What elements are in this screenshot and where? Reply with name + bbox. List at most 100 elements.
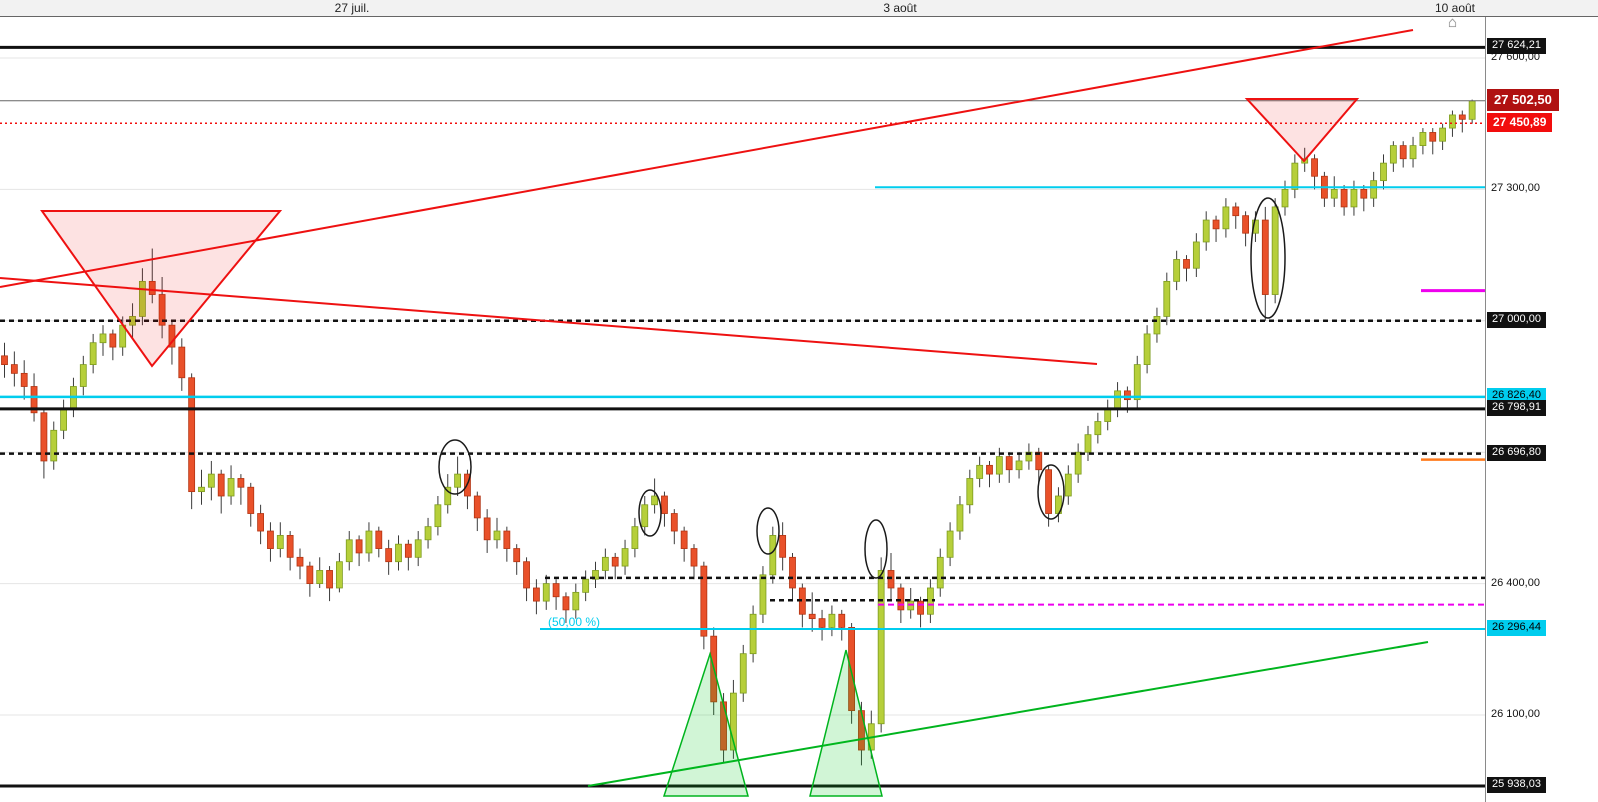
candle [1419, 128, 1427, 155]
price-level-badge[interactable]: 27 624,21 [1487, 38, 1546, 55]
price-level-badge[interactable]: 25 938,03 [1487, 776, 1546, 793]
candle [1429, 128, 1437, 155]
candle-body [404, 543, 412, 558]
candle [257, 504, 265, 545]
candle-body [1, 355, 8, 365]
candle-body [1311, 158, 1318, 177]
candle [1222, 198, 1230, 238]
triangle-pattern[interactable] [1244, 98, 1360, 163]
candle-body [1202, 219, 1210, 243]
price-level-badge[interactable]: 26 696,80 [1487, 444, 1546, 461]
candle [513, 544, 521, 575]
ellipse-annotation[interactable] [1037, 464, 1065, 520]
candle-body [355, 539, 363, 554]
candle-body [227, 478, 235, 497]
candle-body [562, 596, 570, 611]
candle [89, 333, 97, 374]
candle [1143, 325, 1151, 374]
chart-canvas[interactable]: (50,00 %) [0, 0, 1485, 802]
price-level-badge[interactable]: 27 000,00 [1487, 311, 1546, 328]
candle [60, 399, 67, 440]
candle [99, 325, 107, 356]
candle-body [1222, 206, 1230, 230]
candle [936, 548, 944, 597]
trend-line[interactable] [0, 277, 1098, 365]
candle [828, 605, 836, 637]
candle-body [1045, 469, 1052, 514]
ellipse-annotation[interactable] [864, 519, 888, 579]
price-level-badge[interactable]: 26 798,91 [1487, 399, 1546, 416]
price-level-badge[interactable]: 27 450,89 [1487, 113, 1553, 133]
candle-body [158, 294, 166, 326]
candle-body [1261, 219, 1269, 295]
price-level-badge[interactable]: 26 296,44 [1487, 619, 1546, 636]
time-axis-label: 27 juil. [334, 1, 370, 15]
candle-body [611, 556, 619, 567]
candle-body [1429, 132, 1437, 142]
candle-body [148, 280, 156, 295]
candle-body [503, 530, 511, 549]
candle-body [1173, 259, 1181, 282]
candle-body [917, 600, 924, 615]
candle-body [759, 574, 767, 615]
candle [1380, 154, 1387, 190]
candle-body [40, 412, 48, 462]
candle [1064, 465, 1072, 505]
ellipse-annotation[interactable] [1250, 197, 1286, 319]
candle [897, 583, 905, 624]
candle-body [651, 495, 658, 506]
ellipse-annotation[interactable] [756, 507, 780, 555]
candle-body [10, 364, 18, 374]
candle [739, 644, 747, 702]
candle [188, 373, 196, 510]
candle [158, 277, 166, 339]
candle [956, 496, 964, 540]
candle-body [730, 692, 737, 751]
candle [877, 557, 885, 733]
candle [759, 566, 767, 624]
candle-body [621, 548, 629, 567]
candle-body [1212, 219, 1220, 230]
candle-body [385, 548, 393, 563]
triangle-pattern[interactable] [809, 649, 883, 797]
candle [454, 456, 462, 496]
ellipse-annotation[interactable] [638, 489, 662, 537]
candle [1005, 452, 1013, 483]
candle-body [838, 613, 846, 628]
candle-body [749, 613, 757, 655]
candle-body [109, 333, 117, 348]
time-axis[interactable]: 27 juil. 3 août 10 août [0, 0, 1598, 17]
candle [631, 517, 639, 558]
candle-body [789, 556, 796, 589]
home-icon[interactable]: ⌂ [1448, 14, 1458, 31]
ellipse-annotation[interactable] [438, 439, 472, 495]
trend-line[interactable] [587, 641, 1429, 787]
candle-body [1035, 451, 1043, 471]
candle [50, 421, 58, 470]
candle [335, 552, 343, 593]
candle-body [60, 407, 67, 431]
candle [552, 579, 560, 610]
candle-body [296, 556, 304, 567]
candle [365, 522, 373, 562]
triangle-pattern[interactable] [662, 651, 749, 797]
candle [611, 552, 619, 580]
triangle-pattern[interactable] [40, 210, 283, 368]
candle [1242, 211, 1249, 247]
candle-body [700, 565, 708, 637]
candle [917, 596, 924, 628]
price-axis[interactable]: 27 624,21 27 600,00 27 502,50 27 450,89 27 3… [1485, 0, 1598, 802]
price-axis-label: 26 400,00 [1491, 576, 1540, 589]
candle-body [267, 530, 274, 549]
candle [109, 329, 117, 361]
trend-line[interactable] [0, 29, 1414, 288]
candle [79, 355, 87, 396]
candle [40, 408, 48, 479]
price-level-badge[interactable]: 26 826,40 [1487, 387, 1546, 404]
candle [1163, 272, 1171, 326]
candle-body [30, 386, 38, 414]
candle [690, 544, 698, 580]
levels-layer [0, 45, 1485, 788]
candle-body [335, 561, 343, 589]
candle-body [1340, 188, 1348, 208]
